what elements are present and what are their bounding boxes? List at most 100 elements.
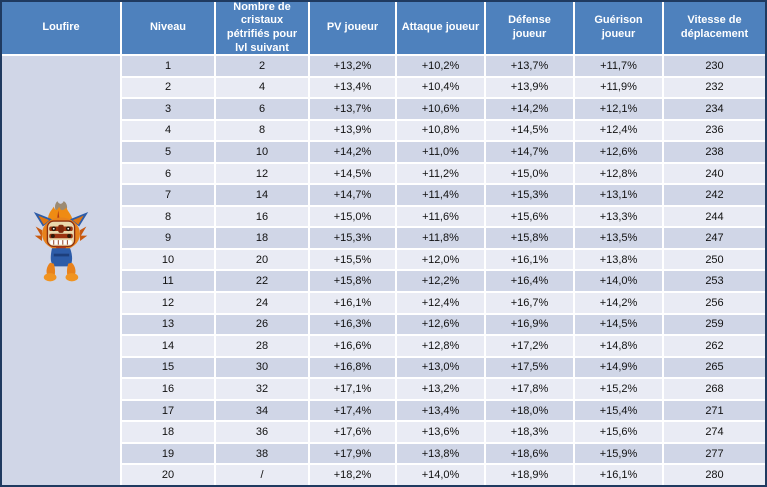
cell-cristaux-petrifies: 38 xyxy=(216,443,308,464)
cell-attaque-joueur: +11,4% xyxy=(397,185,484,205)
cell-niveau: 15 xyxy=(122,357,214,378)
cell-niveau: 8 xyxy=(122,206,214,227)
cell-pv-joueur: +17,1% xyxy=(310,379,395,399)
cell-guerison-joueur: +14,5% xyxy=(575,314,662,335)
cell-cristaux-petrifies: 32 xyxy=(216,379,308,399)
cell-vitesse-deplacement: 262 xyxy=(664,336,765,356)
cell-cristaux-petrifies: 12 xyxy=(216,163,308,184)
cell-niveau: 6 xyxy=(122,163,214,184)
cell-defense-joueur: +13,9% xyxy=(486,77,573,98)
cell-defense-joueur: +15,0% xyxy=(486,163,573,184)
cell-attaque-joueur: +10,8% xyxy=(397,120,484,141)
cell-niveau: 18 xyxy=(122,422,214,442)
cell-defense-joueur: +18,6% xyxy=(486,443,573,464)
cell-pv-joueur: +17,6% xyxy=(310,422,395,442)
cell-defense-joueur: +14,5% xyxy=(486,120,573,141)
header-attaque: Attaque joueur xyxy=(397,2,484,54)
header-niveau: Niveau xyxy=(122,2,214,54)
cell-cristaux-petrifies: 6 xyxy=(216,99,308,119)
cell-attaque-joueur: +12,8% xyxy=(397,336,484,356)
cell-niveau: 11 xyxy=(122,271,214,292)
cell-defense-joueur: +17,5% xyxy=(486,357,573,378)
cell-vitesse-deplacement: 259 xyxy=(664,314,765,335)
cell-vitesse-deplacement: 242 xyxy=(664,185,765,205)
cell-niveau: 1 xyxy=(122,56,214,76)
cell-pv-joueur: +17,4% xyxy=(310,400,395,421)
cell-cristaux-petrifies: 14 xyxy=(216,185,308,205)
cell-guerison-joueur: +12,8% xyxy=(575,163,662,184)
cell-vitesse-deplacement: 244 xyxy=(664,206,765,227)
cell-pv-joueur: +13,4% xyxy=(310,77,395,98)
cell-cristaux-petrifies: 24 xyxy=(216,293,308,313)
header-loufire: Loufire xyxy=(2,2,120,54)
cell-niveau: 3 xyxy=(122,99,214,119)
cell-vitesse-deplacement: 238 xyxy=(664,142,765,162)
cell-niveau: 9 xyxy=(122,228,214,248)
cell-vitesse-deplacement: 274 xyxy=(664,422,765,442)
cell-cristaux-petrifies: 36 xyxy=(216,422,308,442)
cell-vitesse-deplacement: 256 xyxy=(664,293,765,313)
cell-cristaux-petrifies: 26 xyxy=(216,314,308,335)
cell-guerison-joueur: +15,6% xyxy=(575,422,662,442)
cell-niveau: 12 xyxy=(122,293,214,313)
cell-defense-joueur: +18,3% xyxy=(486,422,573,442)
cell-vitesse-deplacement: 253 xyxy=(664,271,765,292)
cell-vitesse-deplacement: 271 xyxy=(664,400,765,421)
cell-vitesse-deplacement: 240 xyxy=(664,163,765,184)
cell-niveau: 2 xyxy=(122,77,214,98)
cell-guerison-joueur: +12,1% xyxy=(575,99,662,119)
cell-defense-joueur: +17,8% xyxy=(486,379,573,399)
header-cristaux: Nombre de cristaux pétrifiés pour lvl su… xyxy=(216,1,308,54)
cell-defense-joueur: +18,0% xyxy=(486,400,573,421)
creature-cell xyxy=(2,56,120,485)
cell-cristaux-petrifies: 20 xyxy=(216,249,308,270)
cell-defense-joueur: +16,7% xyxy=(486,293,573,313)
cell-pv-joueur: +16,3% xyxy=(310,314,395,335)
cell-pv-joueur: +13,9% xyxy=(310,120,395,141)
header-pv: PV joueur xyxy=(310,2,395,54)
cell-defense-joueur: +13,7% xyxy=(486,56,573,76)
cell-cristaux-petrifies: 16 xyxy=(216,206,308,227)
cell-guerison-joueur: +11,7% xyxy=(575,56,662,76)
cell-pv-joueur: +15,8% xyxy=(310,271,395,292)
cell-pv-joueur: +16,6% xyxy=(310,336,395,356)
cell-defense-joueur: +15,6% xyxy=(486,206,573,227)
cell-pv-joueur: +18,2% xyxy=(310,465,395,485)
cell-attaque-joueur: +14,0% xyxy=(397,465,484,485)
cell-niveau: 14 xyxy=(122,336,214,356)
cell-vitesse-deplacement: 230 xyxy=(664,56,765,76)
cell-attaque-joueur: +12,0% xyxy=(397,249,484,270)
cell-guerison-joueur: +16,1% xyxy=(575,465,662,485)
cell-guerison-joueur: +13,5% xyxy=(575,228,662,248)
cell-niveau: 7 xyxy=(122,185,214,205)
cell-vitesse-deplacement: 280 xyxy=(664,465,765,485)
cell-vitesse-deplacement: 277 xyxy=(664,443,765,464)
cell-niveau: 16 xyxy=(122,379,214,399)
cell-cristaux-petrifies: 4 xyxy=(216,77,308,98)
cell-pv-joueur: +13,2% xyxy=(310,56,395,76)
cell-guerison-joueur: +14,2% xyxy=(575,293,662,313)
cell-defense-joueur: +15,8% xyxy=(486,228,573,248)
cell-pv-joueur: +16,8% xyxy=(310,357,395,378)
cell-vitesse-deplacement: 247 xyxy=(664,228,765,248)
cell-attaque-joueur: +11,2% xyxy=(397,163,484,184)
cell-guerison-joueur: +14,0% xyxy=(575,271,662,292)
cell-vitesse-deplacement: 234 xyxy=(664,99,765,119)
cell-attaque-joueur: +10,2% xyxy=(397,56,484,76)
cell-niveau: 13 xyxy=(122,314,214,335)
cell-defense-joueur: +14,2% xyxy=(486,99,573,119)
cell-guerison-joueur: +15,2% xyxy=(575,379,662,399)
cell-cristaux-petrifies: 22 xyxy=(216,271,308,292)
cell-niveau: 5 xyxy=(122,142,214,162)
cell-attaque-joueur: +10,4% xyxy=(397,77,484,98)
cell-pv-joueur: +17,9% xyxy=(310,443,395,464)
cell-attaque-joueur: +13,8% xyxy=(397,443,484,464)
cell-vitesse-deplacement: 236 xyxy=(664,120,765,141)
header-guerison: Guérison joueur xyxy=(575,2,662,54)
cell-niveau: 20 xyxy=(122,465,214,485)
cell-cristaux-petrifies: 28 xyxy=(216,336,308,356)
cell-cristaux-petrifies: 34 xyxy=(216,400,308,421)
cell-pv-joueur: +14,2% xyxy=(310,142,395,162)
cell-defense-joueur: +16,9% xyxy=(486,314,573,335)
